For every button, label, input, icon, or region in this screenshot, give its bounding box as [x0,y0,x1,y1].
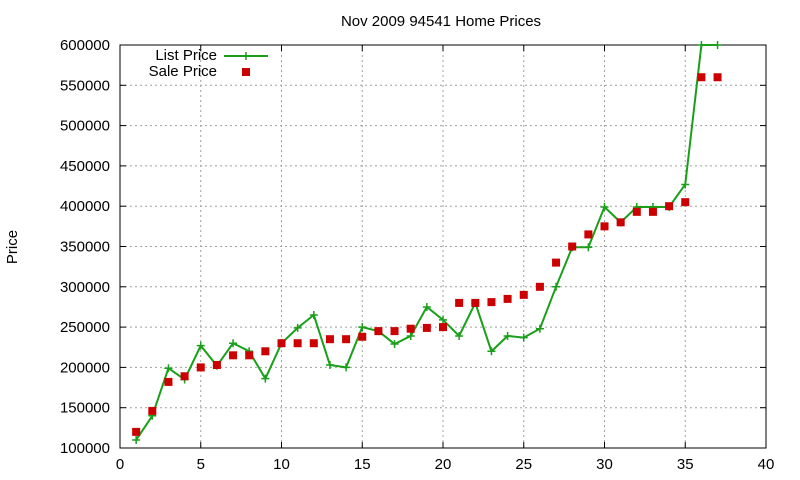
list-price-line [135,44,718,441]
sale-price-point [261,347,270,356]
y-tick-label: 150000 [60,400,110,417]
list-price-point [422,302,431,311]
list-price-point [503,331,512,340]
list-price-point [487,347,496,356]
legend-list-price-label: List Price [155,47,217,64]
grid [120,45,766,448]
y-tick-label: 100000 [60,440,110,457]
sale-price-point [600,222,609,231]
y-tick-label: 250000 [60,319,110,336]
x-tick-label: 40 [758,456,775,473]
x-tick-label: 5 [197,456,205,473]
x-tick-label: 0 [116,456,124,473]
sale-price-point [180,372,189,381]
chart-title: Nov 2009 94541 Home Prices [341,13,541,30]
list-price-point [697,41,706,49]
list-price-series [132,41,722,444]
x-tick-label: 30 [596,456,613,473]
list-price-point [164,364,173,373]
legend-list-price-marker [242,52,250,60]
y-tick-labels: 100000 150000 200000 250000 300000 350000 4000… [60,37,110,457]
list-price-point [196,341,205,350]
list-price-point [229,339,238,348]
list-price-point [342,363,351,372]
sale-price-point [212,360,221,369]
list-price-point [552,282,561,291]
y-tick-label: 200000 [60,359,110,376]
sale-price-point [374,327,383,336]
sale-price-point [164,377,173,386]
list-price-point [600,203,609,212]
axis-ticks [119,44,767,449]
sale-price-point [519,290,528,299]
sale-price-point [406,324,415,333]
series-layer [132,41,722,444]
y-tick-label: 400000 [60,198,110,215]
sale-price-series [132,73,722,436]
sale-price-point [616,218,625,227]
sale-price-point [697,73,706,82]
list-price-point [519,333,528,342]
sale-price-point [325,335,334,344]
list-price-point [584,243,593,252]
legend-sale-price-label: Sale Price [149,63,217,80]
sale-price-point [245,351,254,360]
y-tick-label: 500000 [60,118,110,135]
list-price-point [406,331,415,340]
sale-price-point [632,207,641,216]
sale-price-point [568,242,577,251]
y-tick-label: 600000 [60,37,110,54]
x-tick-label: 15 [354,456,371,473]
sale-price-point [648,207,657,216]
legend-sale-price-marker [242,68,250,76]
sale-price-point [390,327,399,336]
sale-price-point [584,230,593,239]
sale-price-point [503,294,512,303]
sale-price-point [422,323,431,332]
y-tick-label: 350000 [60,239,110,256]
x-tick-label: 20 [435,456,452,473]
y-tick-label: 300000 [60,279,110,296]
sale-price-point [293,339,302,348]
sale-price-point [681,198,690,207]
sale-price-point [196,363,205,372]
sale-price-point [342,335,351,344]
sale-price-point [439,323,447,332]
list-price-point [535,324,544,333]
list-price-point [713,41,722,49]
sale-price-point [229,351,238,360]
list-price-point [309,311,318,320]
sale-price-point [535,282,544,291]
sale-price-point [309,339,318,348]
x-tick-label: 25 [515,456,532,473]
list-price-point [358,323,367,332]
sale-price-point [713,73,722,82]
y-tick-label: 550000 [60,77,110,94]
list-price-point [293,323,302,332]
list-price-point [132,435,141,444]
sale-price-point [487,298,496,307]
list-price-point [261,374,270,383]
list-price-point [325,360,334,369]
sale-price-point [277,339,286,348]
sale-price-point [358,332,367,341]
sale-price-point [665,202,674,211]
x-tick-labels: 0 5 10 15 20 25 30 35 40 [116,456,775,473]
list-price-point [390,340,399,349]
x-tick-label: 35 [677,456,694,473]
y-axis-label: Price [4,230,21,264]
list-price-point [455,331,464,340]
list-price-point [439,315,447,324]
sale-price-point [552,258,561,267]
y-tick-label: 450000 [60,158,110,175]
sale-price-point [132,427,141,436]
x-tick-label: 10 [273,456,290,473]
sale-price-point [148,406,157,415]
sale-price-point [455,298,464,307]
sale-price-point [471,298,480,307]
list-price-point [681,180,690,189]
